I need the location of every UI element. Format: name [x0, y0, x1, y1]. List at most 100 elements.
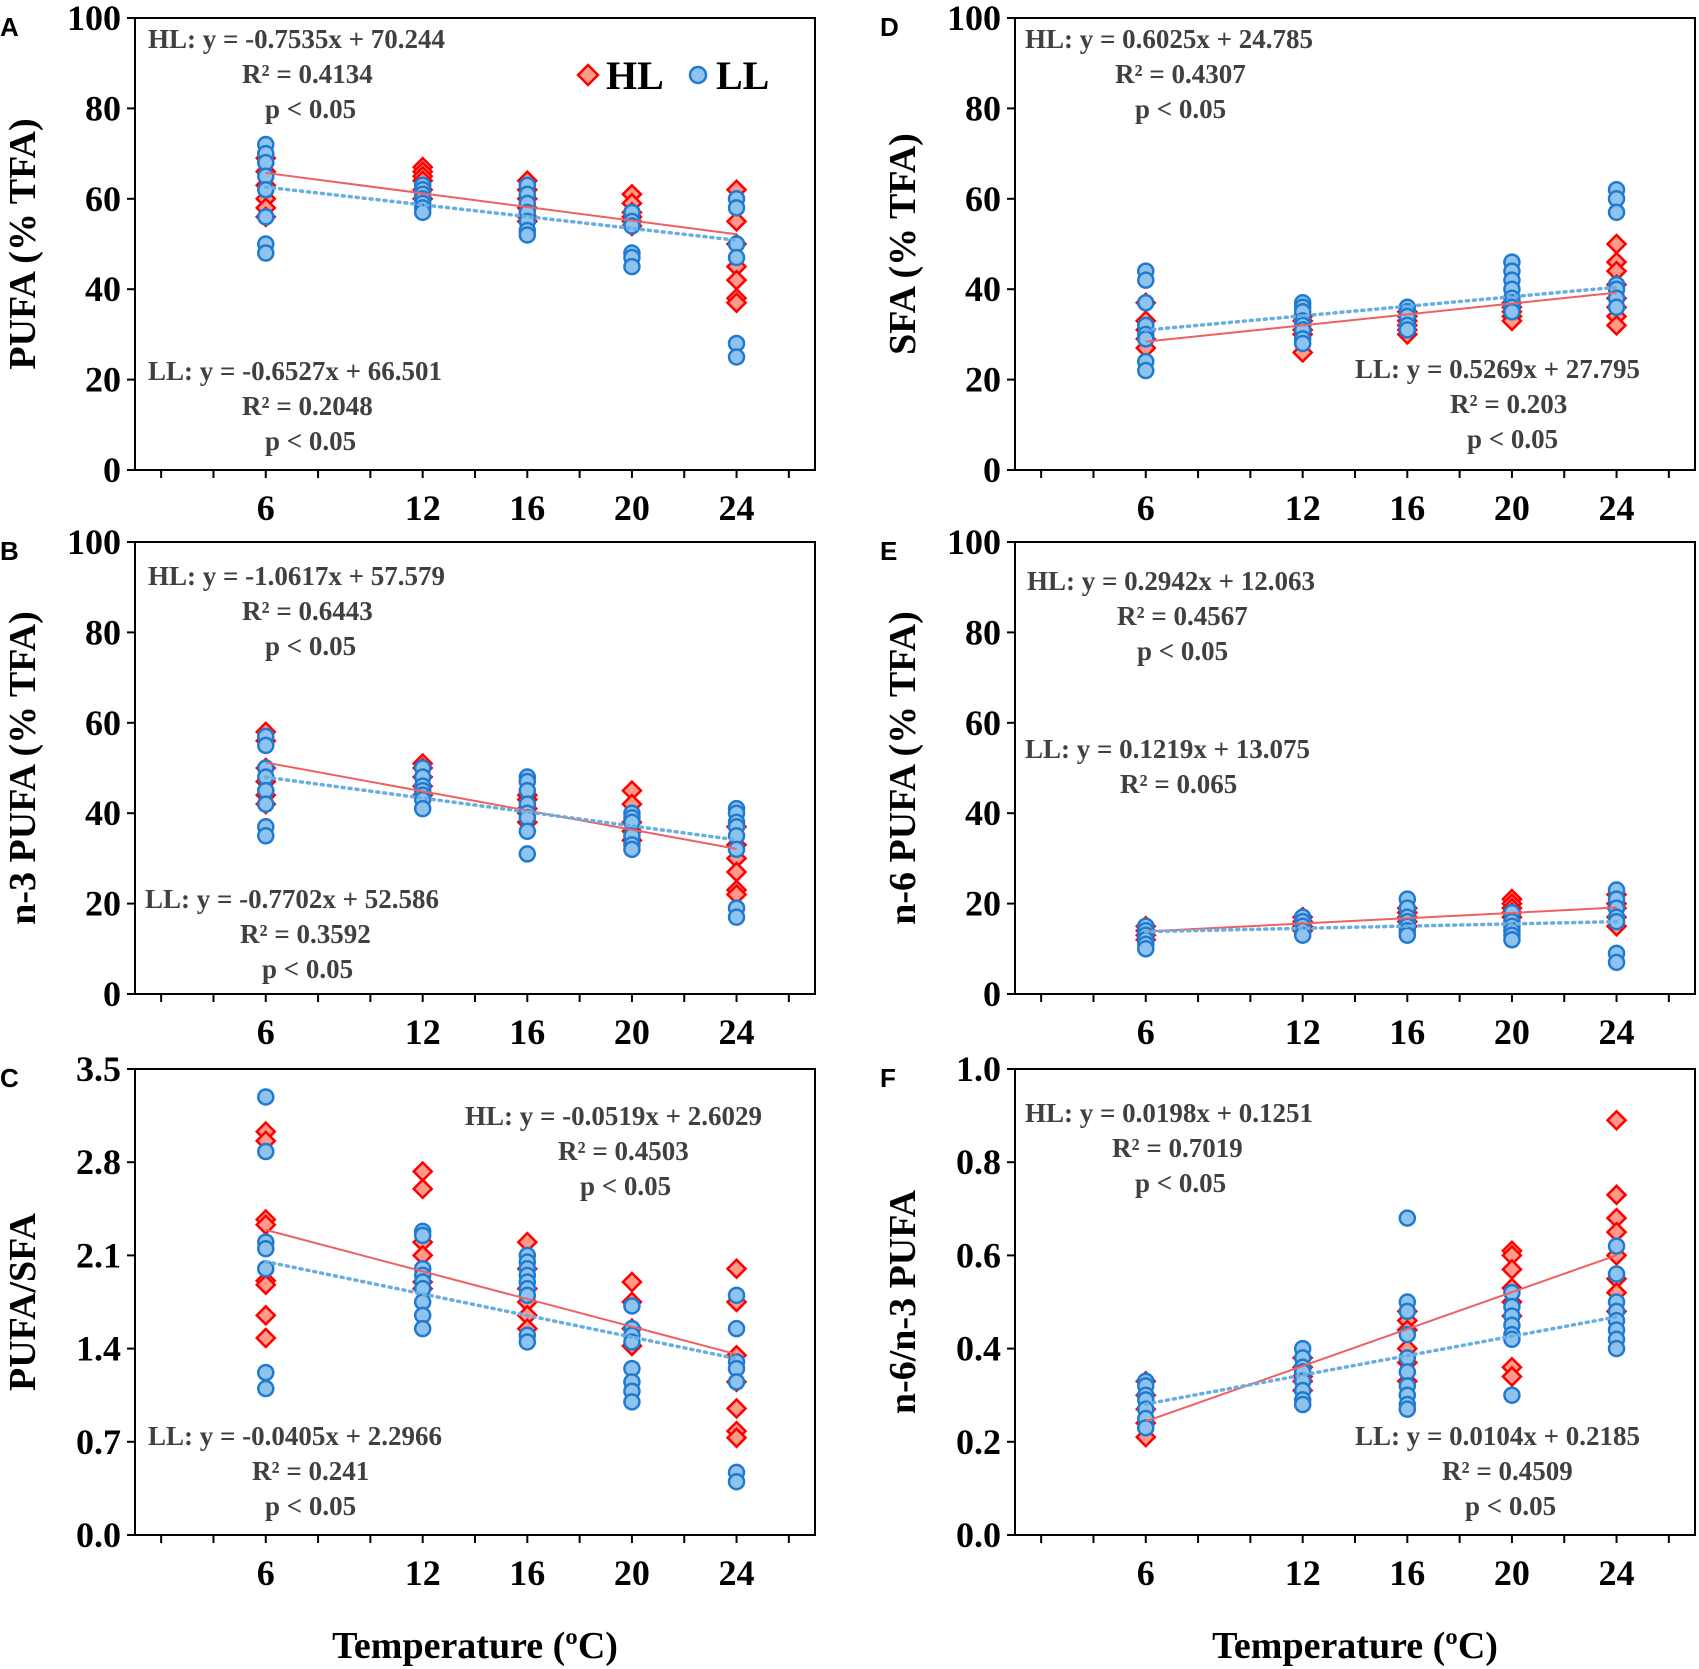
- trendline-ll: [264, 1259, 739, 1361]
- panel-f: 0.0 0.2 0.4 0.6 0.8 1.0 6 12 16 20 24 n-6/n-3 PUFA F…: [880, 1049, 1696, 1593]
- equation-text: p < 0.05: [265, 426, 356, 456]
- equation-text: R² = 0.4134: [242, 59, 373, 89]
- x-tick-label: 6: [257, 1553, 275, 1593]
- y-tick-label: 100: [947, 0, 1001, 38]
- y-axis-title: n-3 PUFA (% TFA): [2, 611, 44, 924]
- data-point-ll: [1607, 298, 1626, 317]
- data-point-ll: [1398, 926, 1417, 944]
- trendline-hl: [265, 761, 737, 850]
- panel-c: 0.0 0.7 1.4 2.1 2.8 3.5 6 12 16 20 24 PUFA/SFA C HL: …: [0, 1049, 816, 1593]
- equation-text: HL: y = -1.0617x + 57.579: [148, 561, 445, 591]
- plot-frame: [134, 541, 816, 995]
- trendline-hl: [1145, 906, 1617, 933]
- x-tick-label: 12: [1285, 1553, 1321, 1593]
- y-tick-label: 0.0: [76, 1515, 121, 1555]
- data-point-ll: [1398, 1302, 1417, 1321]
- data-point-ll: [1137, 271, 1155, 289]
- x-tick-label: 16: [1389, 1012, 1425, 1052]
- panel-letter: B: [0, 536, 19, 566]
- y-axis-title: PUFA (% TFA): [2, 118, 44, 369]
- y-tick-label: 0: [103, 974, 121, 1014]
- data-point-hl: [621, 1271, 643, 1293]
- x-tick-label: 6: [257, 488, 275, 528]
- x-tick-label: 20: [614, 1012, 650, 1052]
- y-tick-label: 60: [85, 179, 121, 219]
- equation-text: HL: y = 0.6025x + 24.785: [1025, 24, 1313, 54]
- data-point-ll: [1607, 1265, 1626, 1283]
- equation-text: R² = 0.241: [252, 1456, 369, 1486]
- data-point-ll: [413, 1319, 432, 1338]
- y-tick-label: 40: [85, 269, 121, 309]
- legend-ll-marker: [688, 65, 708, 85]
- x-tick-label: 16: [509, 1553, 545, 1593]
- data-point-ll: [257, 1142, 275, 1161]
- data-point-ll: [257, 1088, 275, 1106]
- y-tick-label: 0: [983, 974, 1001, 1014]
- x-tick-label: 24: [719, 1553, 755, 1593]
- data-point-hl: [725, 210, 748, 233]
- x-tick-label: 24: [719, 488, 755, 528]
- y-tick-label: 0.6: [956, 1235, 1001, 1275]
- data-point-ll: [257, 1363, 275, 1382]
- trendline-ll: [1144, 1315, 1619, 1406]
- x-tick-label: 20: [614, 488, 650, 528]
- x-axis-title-right: Temperature (ºC): [1212, 1625, 1498, 1667]
- equation-text: R² = 0.203: [1450, 389, 1567, 419]
- equation-text: LL: y = -0.7702x + 52.586: [145, 884, 439, 914]
- y-tick-label: 0.2: [956, 1422, 1001, 1462]
- data-point-ll: [257, 1239, 275, 1258]
- y-tick-label: 60: [965, 179, 1001, 219]
- panel-e: 0 20 40 60 80 100 6 12 16 20 24 n-6 PUFA (% TFA) E HL…: [880, 522, 1696, 1052]
- trendline-ll: [1144, 285, 1619, 332]
- series-ll: [1137, 181, 1626, 380]
- equation-text: R² = 0.7019: [1112, 1133, 1243, 1163]
- y-tick-label: 20: [965, 884, 1001, 924]
- data-point-ll: [623, 1393, 641, 1411]
- x-tick-label: 12: [405, 488, 441, 528]
- y-tick-label: 0.7: [76, 1422, 121, 1462]
- equation-text: HL: y = -0.7535x + 70.244: [148, 24, 445, 54]
- data-point-hl: [255, 1304, 277, 1327]
- x-tick-label: 20: [614, 1553, 650, 1593]
- y-tick-label: 80: [965, 88, 1001, 128]
- panel-letter: C: [0, 1063, 19, 1093]
- data-point-ll: [1607, 953, 1626, 972]
- trendline-ll: [1144, 919, 1619, 934]
- data-point-hl: [1605, 233, 1628, 255]
- data-point-hl: [725, 1427, 748, 1449]
- panel-letter: E: [880, 536, 897, 566]
- data-point-ll: [257, 1379, 275, 1398]
- equation-text: p < 0.05: [265, 1491, 356, 1521]
- x-tick-label: 16: [1389, 488, 1425, 528]
- data-point-ll: [1503, 303, 1521, 321]
- y-tick-label: 40: [85, 793, 121, 833]
- x-tick-label: 24: [719, 1012, 755, 1052]
- x-tick-label: 16: [1389, 1553, 1425, 1593]
- equation-text: LL: y = 0.0104x + 0.2185: [1355, 1421, 1640, 1451]
- equation-text: HL: y = 0.2942x + 12.063: [1027, 566, 1315, 596]
- data-point-hl: [255, 1273, 277, 1296]
- y-tick-label: 1.0: [956, 1049, 1001, 1089]
- x-tick-label: 24: [1599, 488, 1635, 528]
- y-tick-label: 80: [85, 612, 121, 652]
- series-hl: [1135, 233, 1628, 364]
- data-point-hl: [411, 1178, 434, 1200]
- equation-text: LL: y = -0.0405x + 2.2966: [148, 1421, 442, 1451]
- y-tick-label: 0.4: [956, 1329, 1001, 1369]
- equation-text: R² = 0.3592: [240, 919, 371, 949]
- equation-text: p < 0.05: [1467, 424, 1558, 454]
- data-point-ll: [1398, 1400, 1417, 1418]
- data-point-hl: [1605, 1184, 1628, 1206]
- x-tick-label: 16: [509, 1012, 545, 1052]
- data-point-ll: [518, 1333, 537, 1351]
- y-axis-title: n-6 PUFA (% TFA): [882, 611, 924, 924]
- panel-letter: D: [880, 12, 899, 42]
- series-hl: [1135, 883, 1628, 951]
- y-axis-title: PUFA/SFA: [2, 1212, 44, 1391]
- plot-frame: [134, 1068, 816, 1536]
- data-point-hl: [411, 1160, 434, 1183]
- data-point-hl: [1605, 314, 1628, 337]
- data-point-hl: [725, 861, 748, 883]
- y-tick-label: 80: [965, 612, 1001, 652]
